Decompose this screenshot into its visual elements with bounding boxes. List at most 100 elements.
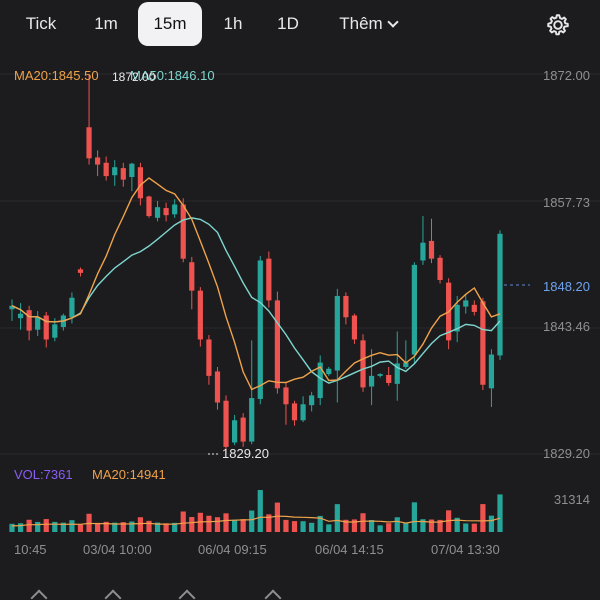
- candle-body: [291, 403, 298, 421]
- volume-bar: [309, 522, 315, 532]
- high-price-label: 1872.00: [112, 70, 156, 84]
- chart-canvas[interactable]: MA20:1845.50 MA50:1846.10 1872.00 1829.2…: [0, 48, 600, 600]
- volume-bar: [95, 522, 101, 532]
- volume-bar: [411, 502, 417, 532]
- tool-icon-3[interactable]: [176, 588, 198, 600]
- tool-icon-2[interactable]: [102, 588, 124, 600]
- volume-bar: [9, 523, 15, 532]
- tab-tick[interactable]: Tick: [25, 14, 57, 33]
- volume-bar: [180, 511, 186, 532]
- volume-bar: [77, 524, 84, 532]
- time-tick-3: 06/04 14:15: [315, 542, 384, 557]
- candle-body: [112, 167, 118, 176]
- volume-bar: [488, 515, 495, 532]
- ma20-legend: MA20:1845.50: [14, 68, 99, 83]
- candle-body: [437, 257, 443, 280]
- volume-bar: [17, 523, 24, 532]
- volume-bar: [368, 519, 375, 532]
- volume-bar: [69, 520, 75, 532]
- volume-bar: [257, 490, 263, 532]
- candle-body: [17, 313, 24, 319]
- candle-body: [283, 387, 289, 405]
- volume-legend: VOL:7361: [14, 467, 73, 482]
- candle-body: [471, 304, 477, 312]
- volume-ma-legend: MA20:14941: [92, 467, 166, 482]
- ma20-line: [11, 177, 501, 391]
- volume-bar: [249, 510, 255, 532]
- tool-icon-4[interactable]: [262, 588, 284, 600]
- candle-body: [240, 417, 246, 442]
- volume-bar: [60, 522, 66, 532]
- volume-bar: [223, 513, 229, 532]
- candle-body: [103, 162, 109, 177]
- candle-body: [163, 208, 169, 216]
- candle-body: [394, 363, 400, 384]
- tab-15m[interactable]: 15m: [138, 2, 202, 46]
- volume-bar: [428, 519, 435, 532]
- candle-body: [300, 404, 306, 421]
- candle-body: [326, 368, 332, 375]
- volume-bar: [377, 525, 383, 532]
- volume-bar: [351, 519, 358, 532]
- candle-body: [428, 240, 435, 259]
- candle-body: [463, 300, 469, 307]
- tab-more[interactable]: Thêm: [318, 2, 418, 46]
- candle-body: [497, 233, 503, 356]
- price-tick-1843: 1843.46: [543, 319, 590, 334]
- candle-body: [411, 264, 417, 355]
- volume-bar: [326, 524, 332, 532]
- volume-bar: [283, 519, 289, 532]
- candle-body: [386, 374, 392, 383]
- time-tick-0: 10:45: [14, 542, 47, 557]
- candle-body: [206, 339, 212, 376]
- volume-bar: [497, 494, 503, 532]
- volume-bar: [231, 519, 238, 532]
- time-tick-4: 07/04 13:30: [431, 542, 500, 557]
- candle-body: [368, 375, 375, 387]
- candle-body: [334, 295, 340, 371]
- candle-body: [231, 420, 238, 443]
- tab-1h[interactable]: 1h: [223, 14, 243, 33]
- volume-bar: [163, 523, 169, 532]
- volume-bar: [291, 521, 298, 532]
- volume-bar: [129, 521, 135, 532]
- volume-bar: [206, 515, 212, 532]
- candle-body: [146, 196, 152, 217]
- time-tick-1: 03/04 10:00: [83, 542, 152, 557]
- volume-bar: [146, 520, 152, 532]
- candle-body: [274, 300, 281, 389]
- candle-body: [26, 310, 32, 331]
- volume-bar: [360, 513, 366, 532]
- volume-ma-line: [11, 515, 501, 527]
- candle-body: [343, 295, 349, 318]
- gear-icon[interactable]: [545, 12, 571, 38]
- volume-bar: [343, 519, 349, 532]
- volume-bar: [334, 504, 340, 532]
- candle-body: [420, 242, 426, 261]
- candle-body: [480, 301, 486, 385]
- tool-icon-1[interactable]: [28, 588, 50, 600]
- candle-body: [43, 315, 49, 340]
- volume-bar: [214, 517, 221, 532]
- candle-body: [172, 204, 178, 215]
- volume-bar: [26, 519, 32, 532]
- tab-more-label: Thêm: [339, 14, 383, 33]
- volume-bar: [274, 502, 281, 532]
- volume-bar: [463, 523, 469, 532]
- volume-bar: [454, 517, 460, 532]
- volume-bar: [420, 519, 426, 532]
- volume-bar: [154, 522, 161, 532]
- volume-bar: [112, 522, 118, 532]
- candle-body: [197, 290, 203, 340]
- interval-tab-bar: Tick 1m 15m 1h 1D Thêm: [0, 0, 600, 48]
- tab-1d[interactable]: 1D: [277, 14, 299, 33]
- price-chart[interactable]: MA20:1845.50 MA50:1846.10 1872.00 1829.2…: [0, 48, 600, 600]
- volume-bar: [386, 523, 392, 532]
- price-tick-1872: 1872.00: [543, 68, 590, 83]
- candle-body: [249, 398, 255, 442]
- ma50-line: [11, 217, 501, 384]
- tab-1m[interactable]: 1m: [94, 14, 118, 33]
- candle-body: [223, 400, 229, 447]
- candle-body: [120, 168, 126, 180]
- volume-bar: [137, 517, 144, 532]
